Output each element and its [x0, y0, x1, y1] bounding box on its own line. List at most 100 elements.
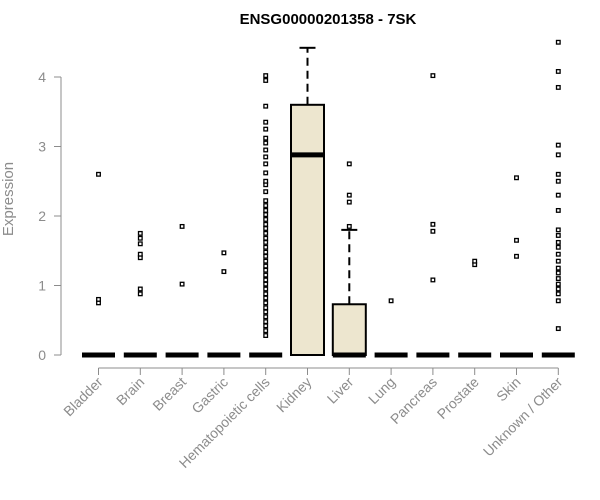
outlier-hematopoietic-cells-33: [263, 170, 269, 176]
outlier-brain-4: [137, 241, 143, 247]
outlier-hematopoietic-cells-23: [263, 226, 269, 231]
x-tick-label-10: Skin: [493, 374, 524, 405]
outlier-hematopoietic-cells-8: [263, 295, 269, 301]
outlier-hematopoietic-cells-4: [263, 314, 269, 320]
outlier-liver-0: [346, 223, 352, 229]
outlier-unknown-other-2: [555, 291, 561, 297]
x-tick-label-5: Kidney: [273, 374, 315, 416]
x-tick-label-7: Lung: [365, 374, 398, 407]
outlier-unknown-other-6: [555, 270, 561, 276]
outlier-hematopoietic-cells-29: [263, 198, 269, 204]
outlier-hematopoietic-cells-17: [263, 253, 269, 259]
outlier-hematopoietic-cells-42: [263, 78, 269, 83]
outlier-hematopoietic-cells-25: [263, 217, 269, 222]
outlier-hematopoietic-cells-27: [263, 207, 269, 213]
outlier-unknown-other-9: [555, 251, 561, 257]
outlier-unknown-other-5: [555, 276, 561, 281]
outlier-gastric-1: [221, 250, 227, 256]
outlier-skin-0: [514, 253, 519, 259]
outlier-brain-1: [137, 286, 143, 292]
outlier-hematopoietic-cells-13: [263, 272, 269, 278]
outlier-hematopoietic-cells-12: [263, 277, 269, 283]
outlier-hematopoietic-cells-2: [263, 323, 269, 329]
outlier-hematopoietic-cells-38: [263, 135, 269, 141]
outlier-unknown-other-16: [555, 178, 561, 184]
y-tick-label-3: 3: [38, 139, 46, 155]
x-tick-label-1: Brain: [113, 374, 147, 408]
outlier-skin-2: [514, 175, 519, 181]
outlier-hematopoietic-cells-5: [263, 309, 269, 315]
outlier-liver-3: [346, 161, 352, 167]
y-tick-label-2: 2: [38, 208, 46, 224]
outlier-unknown-other-18: [555, 152, 561, 158]
outlier-hematopoietic-cells-26: [263, 212, 269, 218]
outlier-hematopoietic-cells-28: [263, 203, 269, 209]
outlier-hematopoietic-cells-36: [263, 147, 269, 153]
outlier-unknown-other-11: [555, 239, 561, 245]
outlier-unknown-other-13: [555, 227, 561, 233]
outlier-hematopoietic-cells-14: [263, 267, 269, 273]
outlier-unknown-other-15: [555, 192, 561, 198]
x-tick-label-9: Prostate: [434, 374, 482, 422]
outlier-bladder-2: [96, 171, 101, 177]
outlier-unknown-other-7: [555, 265, 561, 271]
outlier-hematopoietic-cells-41: [263, 103, 269, 109]
outlier-pancreas-1: [430, 228, 436, 234]
outlier-hematopoietic-cells-37: [263, 140, 269, 146]
outlier-brain-3: [137, 251, 143, 257]
outlier-unknown-other-14: [555, 207, 561, 213]
outlier-hematopoietic-cells-40: [263, 119, 269, 125]
outlier-hematopoietic-cells-3: [263, 319, 269, 325]
outlier-breast-1: [179, 223, 185, 229]
outlier-hematopoietic-cells-20: [263, 239, 269, 245]
outlier-unknown-other-21: [555, 68, 561, 74]
outlier-hematopoietic-cells-32: [263, 178, 269, 184]
x-tick-label-6: Liver: [324, 374, 357, 407]
outlier-unknown-other-20: [555, 84, 561, 90]
outlier-breast-0: [179, 281, 185, 287]
outlier-unknown-other-22: [555, 39, 561, 45]
outlier-unknown-other-10: [555, 244, 561, 250]
outlier-hematopoietic-cells-30: [263, 189, 269, 195]
outlier-hematopoietic-cells-35: [263, 154, 269, 160]
outlier-hematopoietic-cells-6: [263, 305, 269, 311]
outlier-hematopoietic-cells-21: [263, 235, 269, 241]
outlier-unknown-other-1: [555, 298, 561, 304]
outlier-skin-1: [514, 237, 519, 243]
outlier-hematopoietic-cells-39: [263, 126, 269, 132]
outlier-hematopoietic-cells-16: [263, 258, 269, 264]
y-tick-label-1: 1: [38, 278, 46, 294]
outlier-unknown-other-4: [555, 281, 561, 287]
box-liver: [331, 303, 367, 357]
outlier-brain-6: [137, 230, 143, 236]
outlier-hematopoietic-cells-11: [263, 281, 269, 287]
outlier-hematopoietic-cells-43: [263, 73, 269, 79]
x-tick-label-11: Unknown / Other: [480, 374, 566, 460]
outlier-hematopoietic-cells-10: [263, 286, 269, 292]
outlier-unknown-other-17: [555, 171, 561, 177]
outlier-unknown-other-0: [555, 326, 561, 332]
outlier-hematopoietic-cells-22: [263, 230, 269, 236]
outlier-hematopoietic-cells-24: [263, 221, 269, 227]
y-axis-label: Expression: [0, 162, 17, 236]
outlier-prostate-1: [472, 258, 478, 264]
x-tick-label-0: Bladder: [60, 374, 106, 420]
outlier-bladder-1: [96, 296, 101, 302]
outlier-hematopoietic-cells-19: [263, 244, 269, 250]
outlier-hematopoietic-cells-7: [263, 300, 269, 306]
outlier-hematopoietic-cells-1: [263, 328, 269, 334]
outlier-brain-0: [137, 291, 143, 297]
outlier-hematopoietic-cells-34: [263, 161, 269, 167]
outlier-unknown-other-12: [555, 233, 561, 238]
outlier-unknown-other-8: [555, 258, 561, 264]
outlier-hematopoietic-cells-9: [263, 291, 269, 297]
outlier-hematopoietic-cells-15: [263, 263, 269, 269]
outlier-liver-2: [346, 192, 352, 198]
outlier-unknown-other-3: [555, 286, 561, 292]
outlier-pancreas-3: [430, 73, 436, 79]
outlier-hematopoietic-cells-0: [263, 333, 269, 338]
y-tick-label-0: 0: [38, 347, 46, 363]
outlier-gastric-0: [221, 269, 227, 275]
